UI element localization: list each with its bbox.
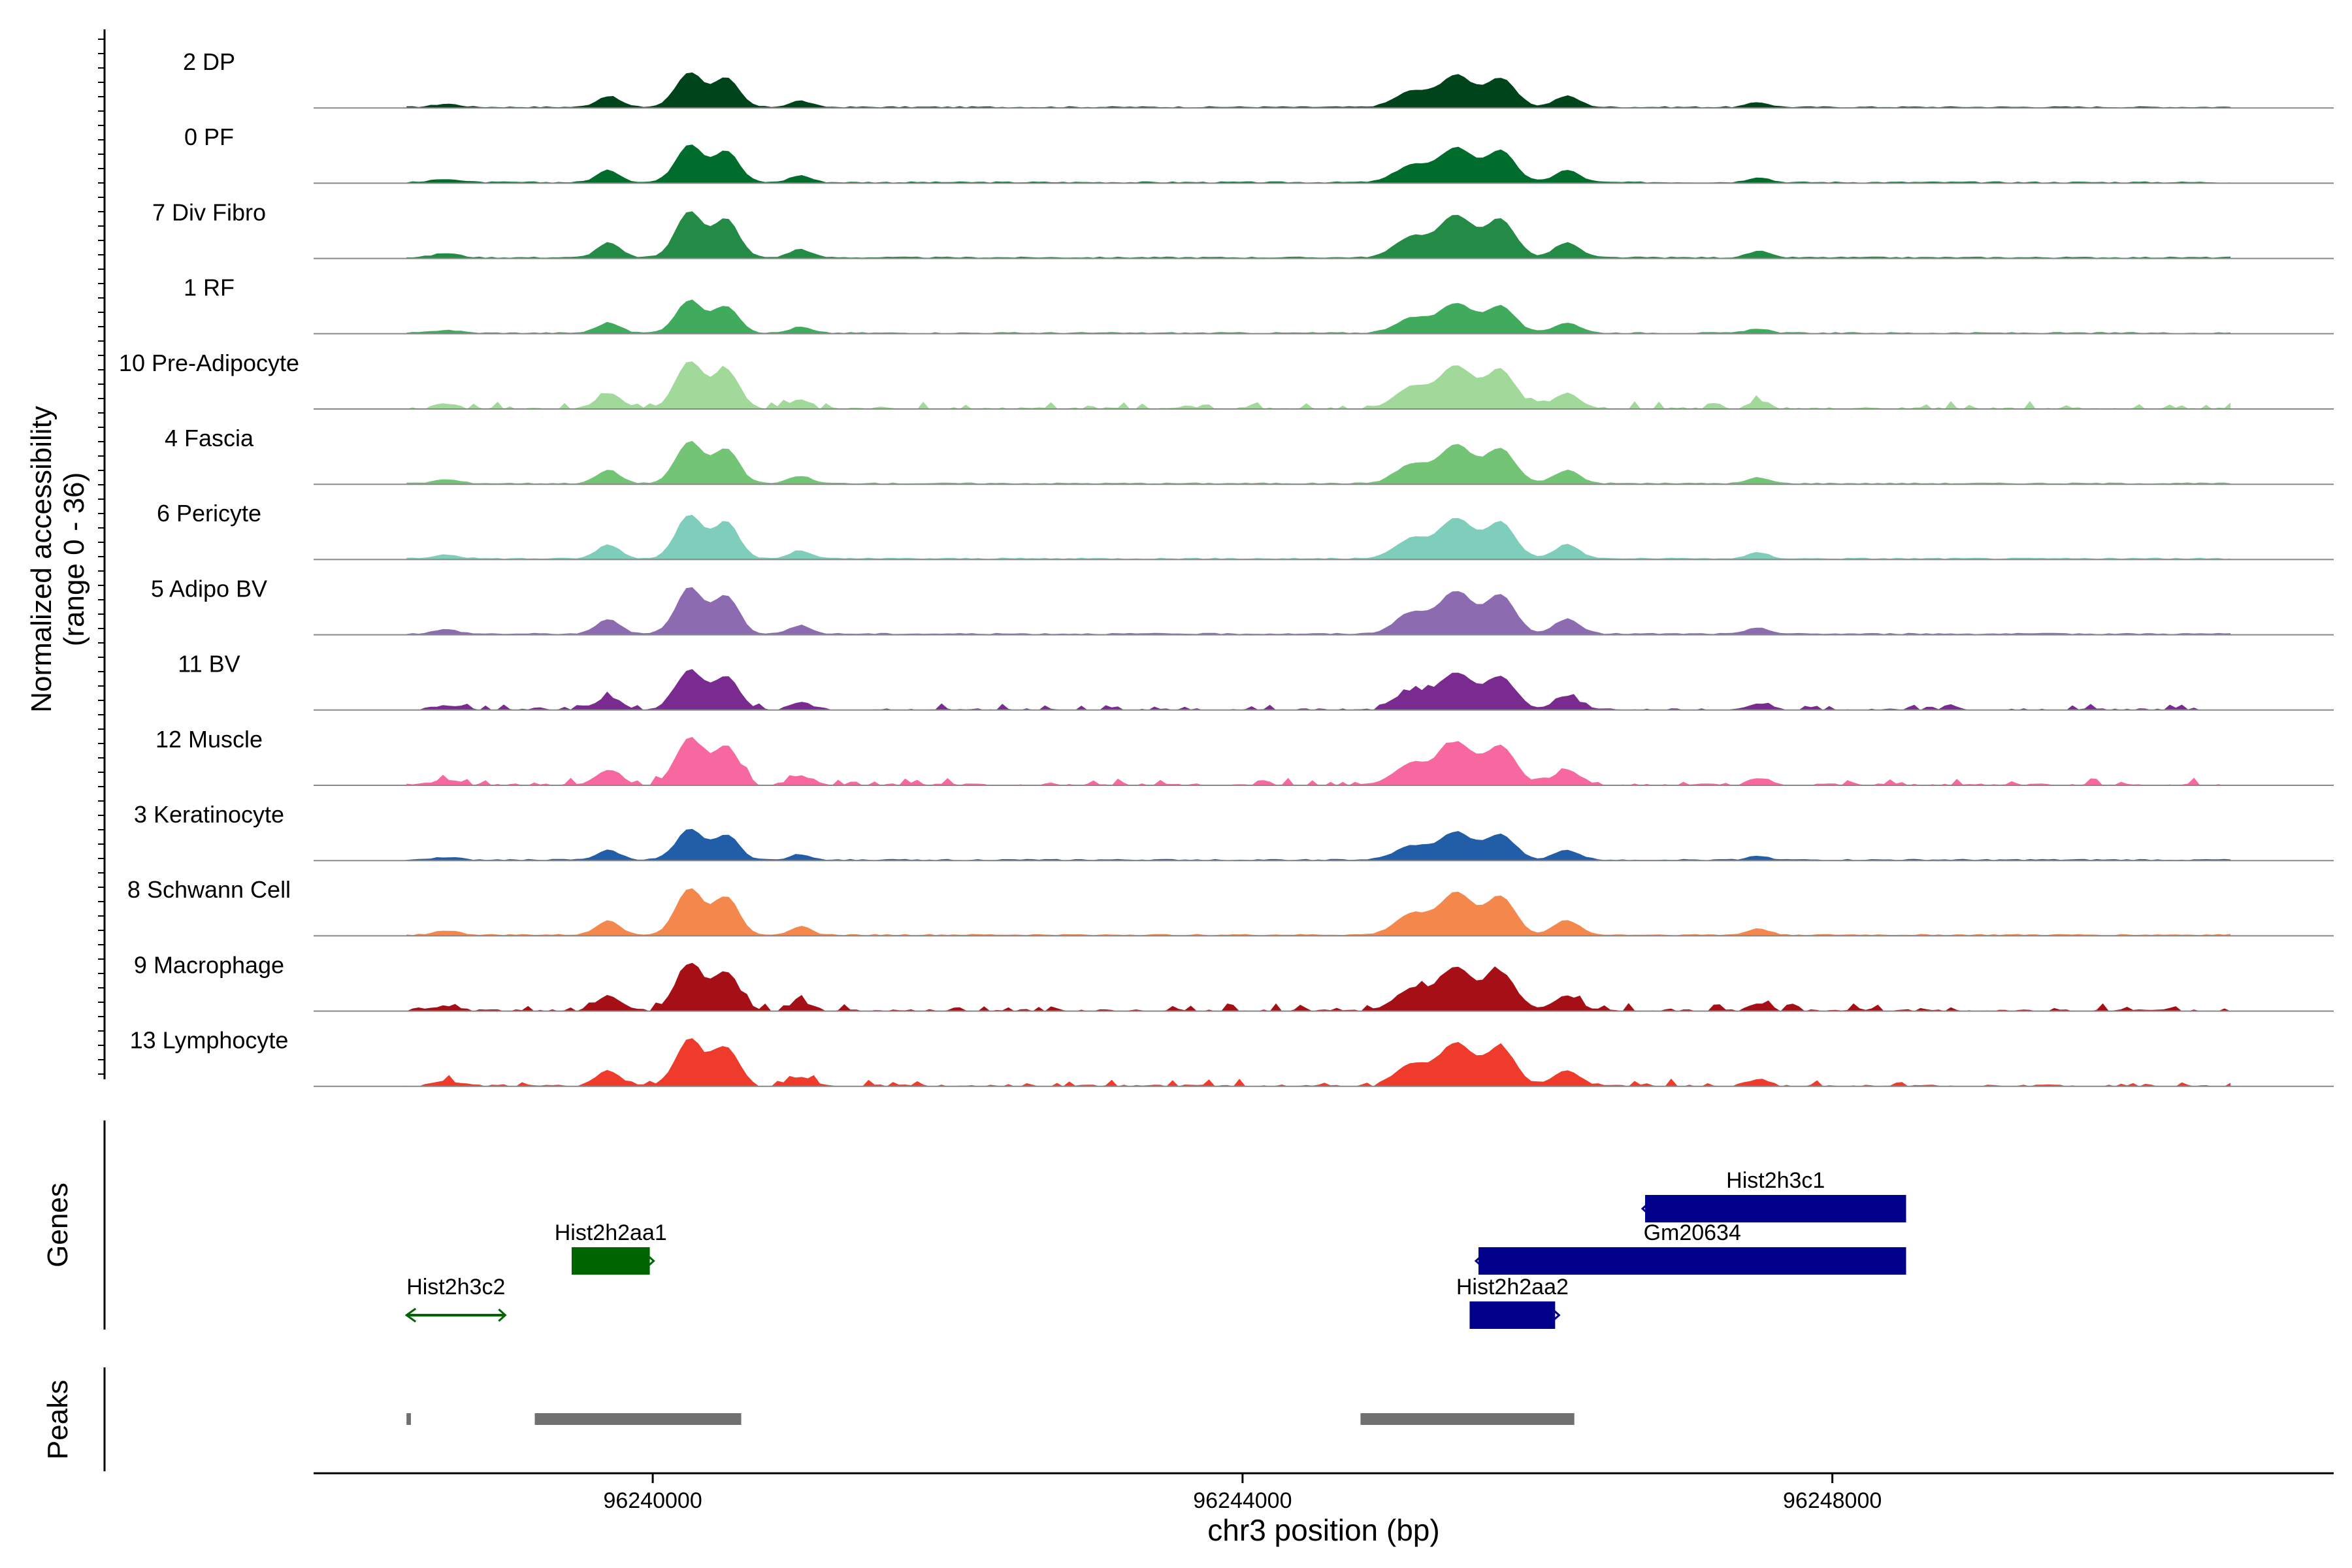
coverage-area — [406, 144, 2231, 184]
track-6-pericyte: 6 Pericyte — [157, 500, 2334, 561]
y-axis-title-line2: (range 0 - 36) — [58, 472, 90, 647]
track-1-rf: 1 RF — [184, 274, 2334, 335]
x-tick-label: 96240000 — [603, 1488, 702, 1513]
x-tick-label: 96244000 — [1193, 1488, 1292, 1513]
peak-bar — [534, 1413, 742, 1425]
gene-label: Gm20634 — [1644, 1220, 1741, 1245]
gene-label: Hist2h2aa2 — [1456, 1275, 1569, 1299]
peak-bar — [1360, 1413, 1575, 1425]
coverage-area — [406, 587, 2231, 635]
track-label: 7 Div Fibro — [152, 199, 266, 225]
coverage-area — [406, 211, 2231, 259]
track-label: 9 Macrophage — [134, 951, 284, 978]
track-label: 10 Pre-Adipocyte — [119, 350, 299, 376]
track-label: 4 Fascia — [165, 425, 254, 451]
gene-strand-arrow — [646, 1254, 655, 1268]
coverage-area — [406, 299, 2231, 334]
track-5-adipo-bv: 5 Adipo BV — [151, 575, 2334, 636]
track-2-dp: 2 DP — [183, 48, 2334, 109]
coverage-tracks: 2 DP 0 PF 7 Div Fibro 1 RF 10 Pre-Adipocyte 4… — [119, 48, 2334, 1087]
coverage-area — [406, 515, 2231, 560]
coverage-area — [406, 1038, 2231, 1086]
genes-panel-title: Genes — [42, 1183, 74, 1267]
track-9-macrophage: 9 Macrophage — [134, 951, 2334, 1012]
track-label: 2 DP — [183, 48, 235, 75]
y-axis-title-line1: Normalized accessibility — [25, 406, 57, 712]
track-4-fascia: 4 Fascia — [165, 425, 2334, 485]
track-label: 0 PF — [184, 123, 234, 150]
x-tick-label: 96248000 — [1783, 1488, 1882, 1513]
coverage-area — [406, 669, 2231, 710]
track-label: 6 Pericyte — [157, 500, 261, 527]
x-axis-ticks: 96240000 96244000 96248000 — [603, 1473, 1882, 1513]
track-label: 1 RF — [184, 274, 235, 301]
gene-hist2h2aa2: Hist2h2aa2 — [1456, 1275, 1569, 1329]
gene-strand-arrow — [1641, 1201, 1650, 1216]
gene-gm20634: Gm20634 — [1474, 1220, 1906, 1275]
coverage-area — [406, 72, 2231, 108]
gene-strand-arrow — [1474, 1254, 1483, 1268]
peak-bar — [406, 1413, 411, 1425]
track-3-keratinocyte: 3 Keratinocyte — [134, 801, 2334, 862]
coverage-y-axis-ticks — [98, 39, 105, 1075]
gene-end-mark — [498, 1308, 507, 1322]
track-label: 3 Keratinocyte — [134, 801, 284, 828]
peak-regions — [406, 1413, 1575, 1425]
gene-body — [1478, 1247, 1906, 1275]
track-label: 11 BV — [178, 651, 240, 678]
gene-body — [1645, 1195, 1906, 1222]
gene-strand-arrow — [404, 1307, 417, 1323]
peaks-panel-title: Peaks — [42, 1380, 74, 1460]
gene-hist2h3c2: Hist2h3c2 — [404, 1275, 507, 1323]
coverage-area — [406, 888, 2231, 936]
track-label: 8 Schwann Cell — [127, 876, 291, 903]
track-label: 13 Lymphocyte — [130, 1027, 289, 1054]
track-7-div-fibro: 7 Div Fibro — [152, 199, 2334, 259]
gene-hist2h3c1: Hist2h3c1 — [1641, 1168, 1906, 1222]
track-10-pre-adipocyte: 10 Pre-Adipocyte — [119, 350, 2334, 410]
gene-label: Hist2h3c2 — [406, 1275, 505, 1299]
coverage-area — [406, 361, 2231, 409]
gene-label: Hist2h2aa1 — [555, 1220, 667, 1245]
coverage-area — [406, 440, 2231, 485]
track-11-bv: 11 BV — [178, 651, 2334, 711]
track-label: 12 Muscle — [155, 726, 263, 753]
track-0-pf: 0 PF — [184, 123, 2334, 184]
gene-body — [571, 1247, 650, 1275]
x-axis-title: chr3 position (bp) — [1207, 1513, 1439, 1547]
track-8-schwann-cell: 8 Schwann Cell — [127, 876, 2334, 937]
track-label: 5 Adipo BV — [151, 575, 267, 602]
gene-hist2h2aa1: Hist2h2aa1 — [555, 1220, 667, 1275]
coverage-area — [406, 828, 2231, 861]
gene-annotations: Hist2h3c1 Gm20634 Hist2h2aa1 Hist2h2aa2 Hist… — [404, 1168, 1906, 1329]
gene-label: Hist2h3c1 — [1726, 1168, 1825, 1193]
track-12-muscle: 12 Muscle — [155, 726, 2334, 786]
coverage-area — [406, 737, 2231, 785]
track-13-lymphocyte: 13 Lymphocyte — [130, 1027, 2334, 1087]
coverage-area — [406, 962, 2231, 1011]
gene-body — [1469, 1301, 1556, 1329]
gene-strand-arrow — [1552, 1308, 1561, 1322]
